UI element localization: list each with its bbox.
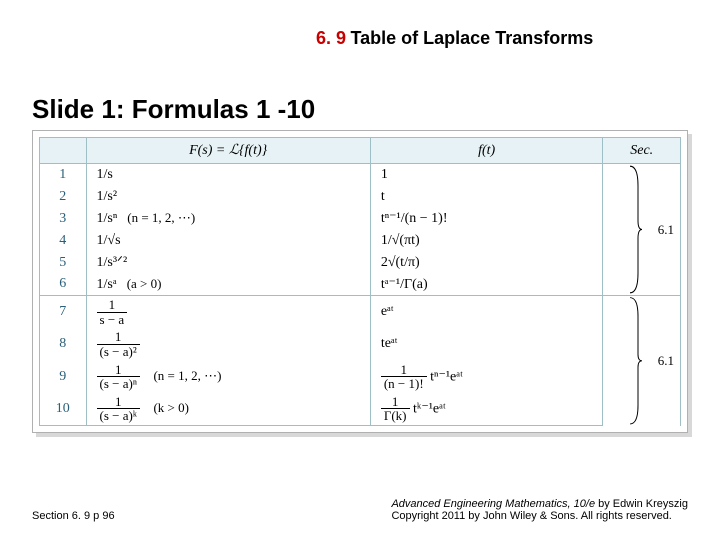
frac-den: (s − a)ⁿ [97, 377, 140, 391]
row-ft: tⁿ⁻¹/(n − 1)! [370, 208, 603, 230]
row-Fs: 1(s − a)² [86, 328, 370, 360]
frac-num: 1 [381, 395, 410, 410]
formula-text: 1/sᵃ [97, 277, 117, 292]
frac-num: 1 [97, 330, 140, 345]
book-title: Advanced Engineering Mathematics, 10/e [391, 498, 595, 510]
footer-credit: Advanced Engineering Mathematics, 10/e b… [391, 498, 688, 510]
row-Fs: 1(s − a)ⁿ (n = 1, 2, ⋯) [86, 361, 370, 393]
slide-title: Slide 1: Formulas 1 -10 [32, 94, 315, 125]
footer-copyright: Copyright 2011 by John Wiley & Sons. All… [391, 510, 688, 522]
row-Fs: 1/sⁿ(n = 1, 2, ⋯) [86, 208, 370, 230]
row-Fs: 1/s² [86, 186, 370, 208]
row-index: 5 [40, 252, 87, 274]
book-author: by Edwin Kreyszig [595, 498, 688, 510]
row-index: 9 [40, 361, 87, 393]
brace-icon [628, 296, 642, 426]
row-sec-group: 6.1 [603, 296, 681, 426]
row-ft: 2√(t/π) [370, 252, 603, 274]
formula-table-figure: F(s) = ℒ{f(t)} f(t) Sec. 1 1/s 1 6.1 2 [32, 130, 688, 433]
formula-table: F(s) = ℒ{f(t)} f(t) Sec. 1 1/s 1 6.1 2 [39, 137, 681, 426]
formula-tail: tⁿ⁻¹eᵃᵗ [427, 369, 463, 384]
condition-text: (k > 0) [143, 400, 189, 415]
row-Fs: 1/s [86, 164, 370, 186]
section-number: 6. 9 [316, 28, 346, 48]
row-index: 7 [40, 296, 87, 329]
frac-den: (s − a)² [97, 345, 140, 359]
sec-label: 6.1 [658, 222, 674, 238]
fraction: 1(s − a)² [97, 330, 140, 358]
frac-den: (n − 1)! [381, 377, 427, 391]
formula-text: 1/sⁿ [97, 211, 118, 226]
frac-den: (s − a)ᵏ [97, 409, 140, 423]
row-ft: 1 [370, 164, 603, 186]
row-Fs: 1s − a [86, 296, 370, 329]
row-ft: 1(n − 1)! tⁿ⁻¹eᵃᵗ [370, 361, 603, 393]
fraction: 1Γ(k) [381, 395, 410, 423]
row-ft: t [370, 186, 603, 208]
table-row: 5 1/s³ᐟ² 2√(t/π) [40, 252, 681, 274]
row-ft: 1Γ(k) tᵏ⁻¹eᵃᵗ [370, 393, 603, 426]
row-index: 3 [40, 208, 87, 230]
row-Fs: 1/√s [86, 230, 370, 252]
table-row: 3 1/sⁿ(n = 1, 2, ⋯) tⁿ⁻¹/(n − 1)! [40, 208, 681, 230]
col-ft-header: f(t) [370, 138, 603, 164]
col-Fs-header: F(s) = ℒ{f(t)} [86, 138, 370, 164]
col-index-header [40, 138, 87, 164]
row-ft: tᵃ⁻¹/Γ(a) [370, 274, 603, 296]
page-footer: Section 6. 9 p 96 Advanced Engineering M… [32, 498, 688, 522]
col-sec-header: Sec. [603, 138, 681, 164]
row-index: 2 [40, 186, 87, 208]
row-ft: 1/√(πt) [370, 230, 603, 252]
row-Fs: 1/s³ᐟ² [86, 252, 370, 274]
table-row: 6 1/sᵃ(a > 0) tᵃ⁻¹/Γ(a) [40, 274, 681, 296]
row-index: 4 [40, 230, 87, 252]
condition-text: (n = 1, 2, ⋯) [143, 368, 221, 383]
sec-label: 6.1 [658, 353, 674, 369]
table-row: 7 1s − a eᵃᵗ 6.1 [40, 296, 681, 329]
frac-den: s − a [97, 313, 128, 327]
table-row: 2 1/s² t [40, 186, 681, 208]
footer-right: Advanced Engineering Mathematics, 10/e b… [391, 498, 688, 522]
footer-left: Section 6. 9 p 96 [32, 510, 115, 522]
row-index: 8 [40, 328, 87, 360]
row-index: 6 [40, 274, 87, 296]
frac-den: Γ(k) [381, 409, 410, 423]
section-title: Table of Laplace Transforms [350, 28, 593, 48]
fraction: 1(n − 1)! [381, 363, 427, 391]
fraction: 1s − a [97, 298, 128, 326]
table-row: 1 1/s 1 6.1 [40, 164, 681, 186]
frac-num: 1 [97, 395, 140, 410]
page-header: 6. 9 Table of Laplace Transforms [316, 28, 688, 49]
row-Fs: 1(s − a)ᵏ (k > 0) [86, 393, 370, 426]
formula-tail: tᵏ⁻¹eᵃᵗ [410, 401, 446, 416]
row-ft: teᵃᵗ [370, 328, 603, 360]
frac-num: 1 [97, 363, 140, 378]
table-row: 9 1(s − a)ⁿ (n = 1, 2, ⋯) 1(n − 1)! tⁿ⁻¹… [40, 361, 681, 393]
fraction: 1(s − a)ᵏ [97, 395, 140, 423]
frac-num: 1 [381, 363, 427, 378]
frac-num: 1 [97, 298, 128, 313]
table-row: 8 1(s − a)² teᵃᵗ [40, 328, 681, 360]
row-Fs: 1/sᵃ(a > 0) [86, 274, 370, 296]
table-row: 4 1/√s 1/√(πt) [40, 230, 681, 252]
condition-text: (a > 0) [117, 276, 162, 291]
condition-text: (n = 1, 2, ⋯) [117, 210, 195, 225]
row-index: 10 [40, 393, 87, 426]
row-sec-group: 6.1 [603, 164, 681, 296]
row-ft: eᵃᵗ [370, 296, 603, 329]
fraction: 1(s − a)ⁿ [97, 363, 140, 391]
row-index: 1 [40, 164, 87, 186]
table-row: 10 1(s − a)ᵏ (k > 0) 1Γ(k) tᵏ⁻¹eᵃᵗ [40, 393, 681, 426]
brace-icon [628, 164, 642, 295]
